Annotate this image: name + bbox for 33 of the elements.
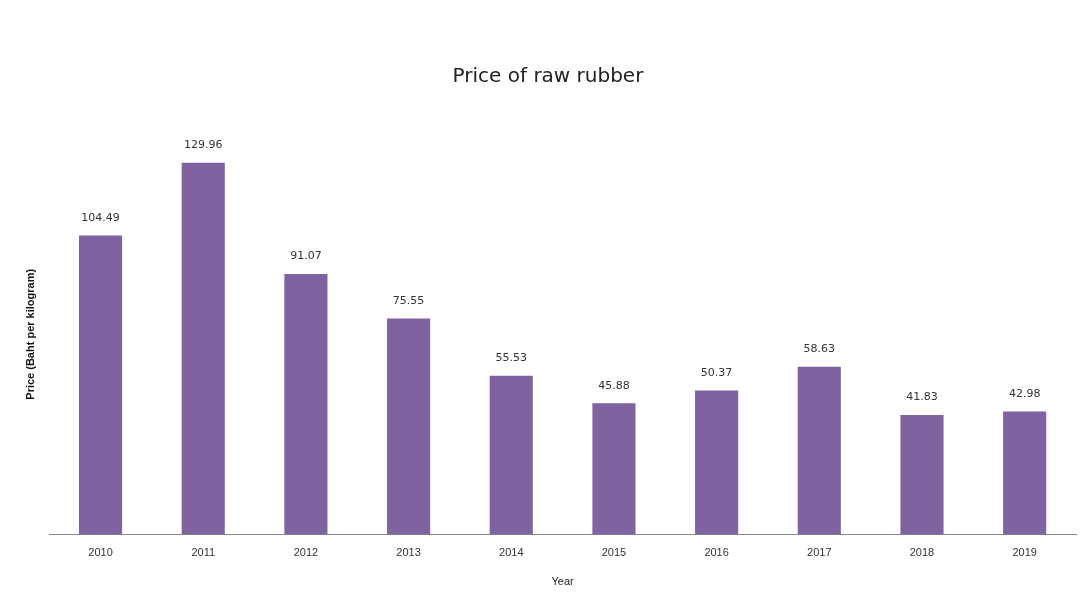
x-tick-label: 2015 — [601, 546, 627, 559]
x-tick-label: 2016 — [704, 546, 729, 559]
bar — [900, 414, 944, 535]
data-label: 45.88 — [598, 378, 630, 392]
y-axis-title: Price (Baht per kilogram) — [23, 268, 36, 400]
bar — [1003, 411, 1047, 535]
bar — [181, 162, 225, 535]
data-label: 129.96 — [183, 138, 223, 152]
x-tick-label: 2017 — [807, 546, 832, 559]
x-tick-label: 2014 — [499, 546, 524, 559]
bar — [284, 274, 328, 535]
data-label: 41.83 — [906, 390, 938, 404]
x-tick-label: 2010 — [88, 546, 113, 559]
data-label: 50.37 — [700, 365, 733, 379]
bar — [592, 403, 636, 535]
x-tick-label: 2013 — [396, 546, 421, 559]
chart-title: Price of raw rubber — [452, 63, 645, 88]
data-label: 42.98 — [1008, 386, 1041, 400]
x-tick-label: 2011 — [191, 546, 216, 559]
data-label: 91.07 — [290, 249, 322, 263]
x-tick-label: 2012 — [293, 546, 319, 559]
bar — [695, 390, 739, 535]
x-axis-title: Year — [551, 575, 575, 588]
bar — [78, 235, 123, 535]
data-label: 55.53 — [495, 351, 528, 365]
x-tick-label: 2018 — [909, 546, 935, 559]
bar — [797, 366, 841, 535]
bar — [387, 318, 431, 535]
data-label: 75.55 — [392, 293, 425, 307]
data-label: 58.63 — [803, 342, 836, 356]
data-label: 104.49 — [81, 210, 120, 224]
bar — [489, 375, 533, 535]
x-tick-label: 2019 — [1012, 546, 1037, 559]
